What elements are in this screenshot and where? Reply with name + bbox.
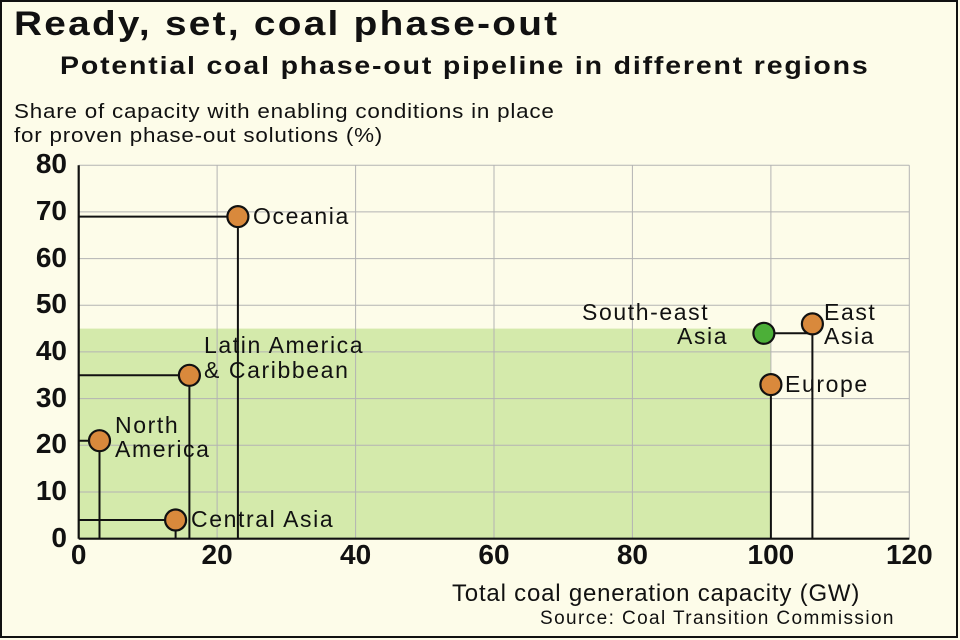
svg-text:60: 60 — [36, 242, 67, 273]
svg-text:80: 80 — [36, 148, 67, 179]
svg-text:10: 10 — [36, 475, 67, 506]
svg-text:Oceania: Oceania — [253, 203, 350, 229]
svg-text:& Caribbean: & Caribbean — [204, 357, 349, 383]
svg-text:Latin America: Latin America — [204, 332, 364, 358]
svg-text:North: North — [115, 412, 179, 438]
svg-text:America: America — [115, 436, 211, 462]
svg-text:East: East — [824, 299, 876, 325]
svg-text:40: 40 — [340, 539, 371, 570]
svg-text:70: 70 — [36, 195, 67, 226]
svg-text:0: 0 — [71, 539, 87, 570]
svg-text:Asia: Asia — [824, 323, 875, 349]
svg-text:80: 80 — [617, 539, 648, 570]
svg-text:0: 0 — [51, 522, 67, 553]
svg-text:Asia: Asia — [677, 323, 728, 349]
svg-text:Central Asia: Central Asia — [191, 506, 334, 532]
svg-text:20: 20 — [202, 539, 233, 570]
svg-text:Europe: Europe — [785, 371, 869, 397]
svg-text:Source: Coal Transition Commis: Source: Coal Transition Commission — [540, 608, 895, 629]
svg-text:30: 30 — [36, 382, 67, 413]
svg-text:50: 50 — [36, 288, 67, 319]
svg-text:Total coal generation capacity: Total coal generation capacity (GW) — [452, 580, 860, 607]
svg-text:South-east: South-east — [582, 299, 709, 325]
svg-text:120: 120 — [886, 539, 933, 570]
svg-text:60: 60 — [478, 539, 509, 570]
svg-text:40: 40 — [36, 335, 67, 366]
svg-text:20: 20 — [36, 428, 67, 459]
svg-text:100: 100 — [748, 539, 795, 570]
